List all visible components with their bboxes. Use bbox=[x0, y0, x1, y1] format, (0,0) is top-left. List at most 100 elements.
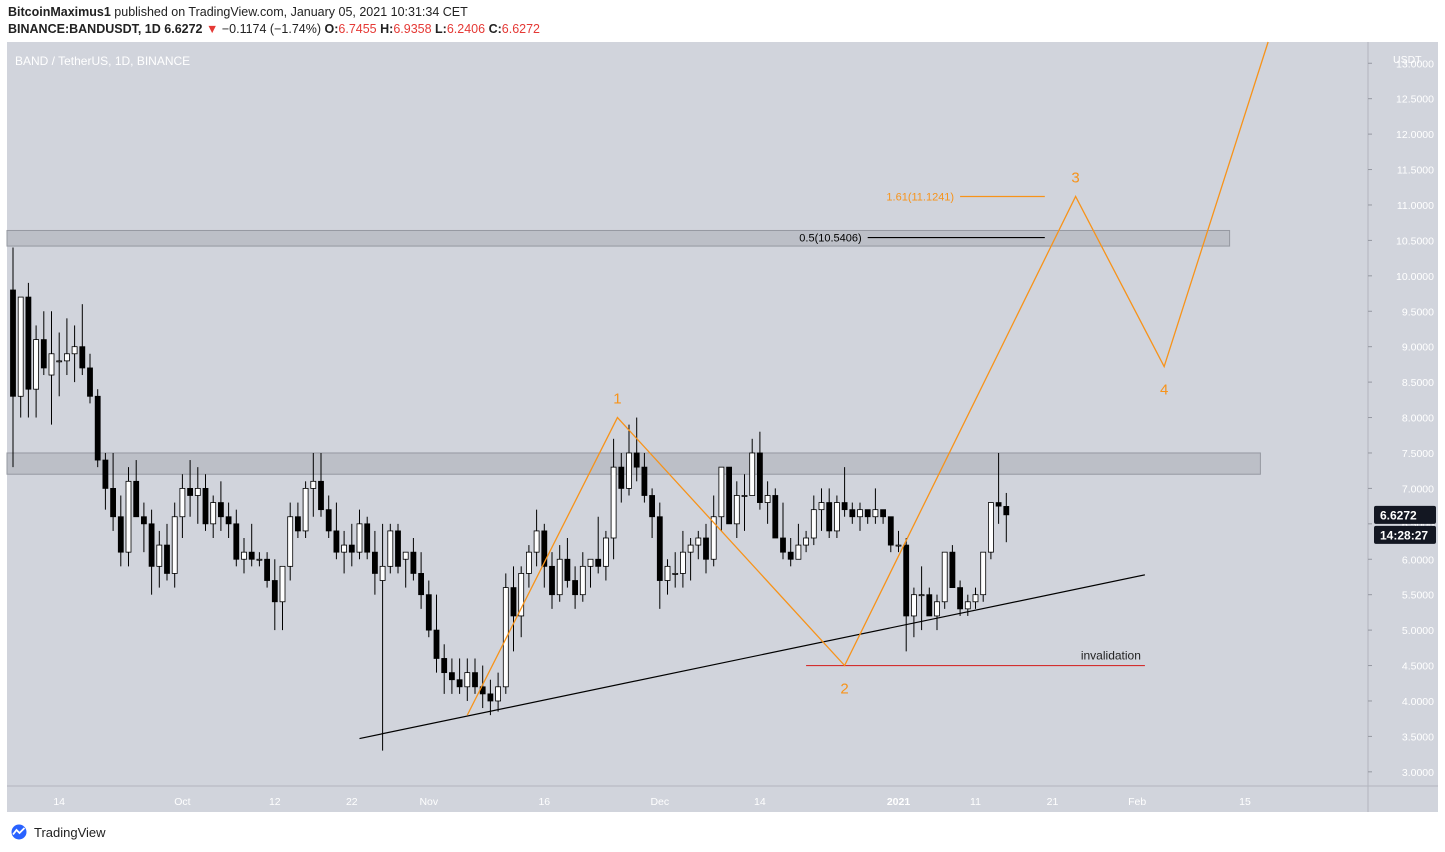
candle-up[interactable] bbox=[911, 594, 917, 617]
candle-up[interactable] bbox=[379, 565, 386, 581]
candle-up[interactable] bbox=[71, 346, 78, 355]
candle-up[interactable] bbox=[749, 452, 756, 496]
candle-up[interactable] bbox=[980, 551, 987, 596]
candle-down[interactable] bbox=[371, 551, 378, 574]
candle-up[interactable] bbox=[895, 544, 902, 547]
candle-down[interactable] bbox=[841, 502, 848, 511]
candle-down[interactable] bbox=[780, 537, 786, 553]
candle-up[interactable] bbox=[934, 601, 940, 617]
candle-down[interactable] bbox=[325, 509, 332, 532]
candle-down[interactable] bbox=[887, 516, 894, 546]
candle-down[interactable] bbox=[94, 395, 101, 461]
candle-down[interactable] bbox=[233, 523, 240, 560]
candle-up[interactable] bbox=[818, 502, 825, 511]
candle-up[interactable] bbox=[502, 587, 509, 688]
candle-up[interactable] bbox=[518, 573, 525, 617]
candle-down[interactable] bbox=[880, 509, 886, 518]
candle-up[interactable] bbox=[495, 686, 502, 702]
candle-up[interactable] bbox=[287, 516, 294, 567]
candle-down[interactable] bbox=[726, 466, 732, 525]
candle-down[interactable] bbox=[140, 516, 147, 525]
candle-down[interactable] bbox=[487, 693, 494, 702]
candle-up[interactable] bbox=[610, 466, 617, 539]
candle-up[interactable] bbox=[810, 509, 817, 539]
candle-down[interactable] bbox=[703, 537, 709, 560]
elliott-wave-path[interactable] bbox=[466, 41, 1269, 716]
candle-up[interactable] bbox=[803, 537, 809, 546]
candle-down[interactable] bbox=[649, 495, 655, 518]
candle-down[interactable] bbox=[549, 565, 555, 596]
candle-down[interactable] bbox=[364, 523, 371, 553]
candle-down[interactable] bbox=[903, 544, 910, 617]
candle-down[interactable] bbox=[418, 573, 425, 596]
candle-up[interactable] bbox=[556, 558, 563, 596]
candle-up[interactable] bbox=[664, 565, 671, 581]
candle-down[interactable] bbox=[264, 558, 271, 581]
candle-up[interactable] bbox=[533, 530, 540, 553]
candle-up[interactable] bbox=[256, 558, 263, 561]
candle-down[interactable] bbox=[757, 452, 763, 503]
candle-up[interactable] bbox=[964, 601, 971, 610]
candle-down[interactable] bbox=[787, 551, 794, 560]
candle-down[interactable] bbox=[79, 346, 86, 369]
resistance-zone-lower[interactable] bbox=[6, 452, 1261, 475]
candle-down[interactable] bbox=[541, 530, 548, 567]
candle-down[interactable] bbox=[448, 672, 455, 681]
candle-down[interactable] bbox=[271, 580, 278, 603]
candle-up[interactable] bbox=[387, 530, 394, 567]
candle-down[interactable] bbox=[117, 516, 124, 553]
candle-down[interactable] bbox=[425, 594, 432, 631]
footer-brand[interactable]: TradingView bbox=[8, 824, 106, 840]
candle-up[interactable] bbox=[941, 551, 948, 603]
candle-up[interactable] bbox=[972, 594, 979, 603]
candle-down[interactable] bbox=[10, 289, 16, 397]
candle-down[interactable] bbox=[87, 367, 93, 397]
candle-up[interactable] bbox=[733, 495, 740, 525]
candle-up[interactable] bbox=[526, 551, 532, 574]
candle-up[interactable] bbox=[672, 573, 679, 575]
candle-down[interactable] bbox=[102, 459, 109, 489]
candle-up[interactable] bbox=[302, 487, 309, 532]
author-name[interactable]: BitcoinMaximus1 bbox=[8, 5, 111, 19]
candle-down[interactable] bbox=[348, 544, 355, 553]
candle-down[interactable] bbox=[456, 679, 463, 688]
candle-up[interactable] bbox=[988, 502, 994, 553]
candle-up[interactable] bbox=[125, 480, 132, 553]
candle-up[interactable] bbox=[402, 551, 409, 560]
candle-up[interactable] bbox=[587, 558, 594, 567]
candle-up[interactable] bbox=[341, 544, 348, 553]
candle-down[interactable] bbox=[595, 558, 602, 567]
candle-up[interactable] bbox=[64, 353, 70, 362]
candle-up[interactable] bbox=[310, 480, 317, 489]
candle-up[interactable] bbox=[680, 551, 686, 574]
candle-down[interactable] bbox=[472, 672, 478, 688]
candle-up[interactable] bbox=[171, 516, 178, 574]
candle-up[interactable] bbox=[48, 353, 55, 376]
candle-down[interactable] bbox=[395, 530, 401, 567]
candle-up[interactable] bbox=[918, 594, 925, 597]
candle-up[interactable] bbox=[603, 537, 609, 567]
candle-up[interactable] bbox=[795, 544, 802, 560]
candle-up[interactable] bbox=[279, 565, 286, 603]
candle-up[interactable] bbox=[834, 502, 840, 532]
candle-up[interactable] bbox=[179, 487, 186, 518]
candle-down[interactable] bbox=[248, 551, 255, 560]
candle-down[interactable] bbox=[864, 509, 871, 518]
candle-up[interactable] bbox=[579, 565, 586, 596]
candle-down[interactable] bbox=[164, 544, 170, 574]
candle-up[interactable] bbox=[710, 516, 717, 560]
candle-down[interactable] bbox=[772, 495, 779, 539]
candle-up[interactable] bbox=[194, 487, 201, 496]
candle-up[interactable] bbox=[872, 509, 879, 518]
candle-down[interactable] bbox=[957, 587, 963, 610]
candle-down[interactable] bbox=[441, 658, 448, 674]
candle-up[interactable] bbox=[156, 544, 163, 567]
candle-up[interactable] bbox=[56, 360, 63, 363]
candle-down[interactable] bbox=[318, 480, 324, 511]
candle-down[interactable] bbox=[410, 551, 417, 574]
candle-down[interactable] bbox=[217, 502, 224, 518]
candle-down[interactable] bbox=[25, 296, 32, 390]
candle-down[interactable] bbox=[133, 480, 140, 518]
candle-up[interactable] bbox=[356, 523, 363, 553]
